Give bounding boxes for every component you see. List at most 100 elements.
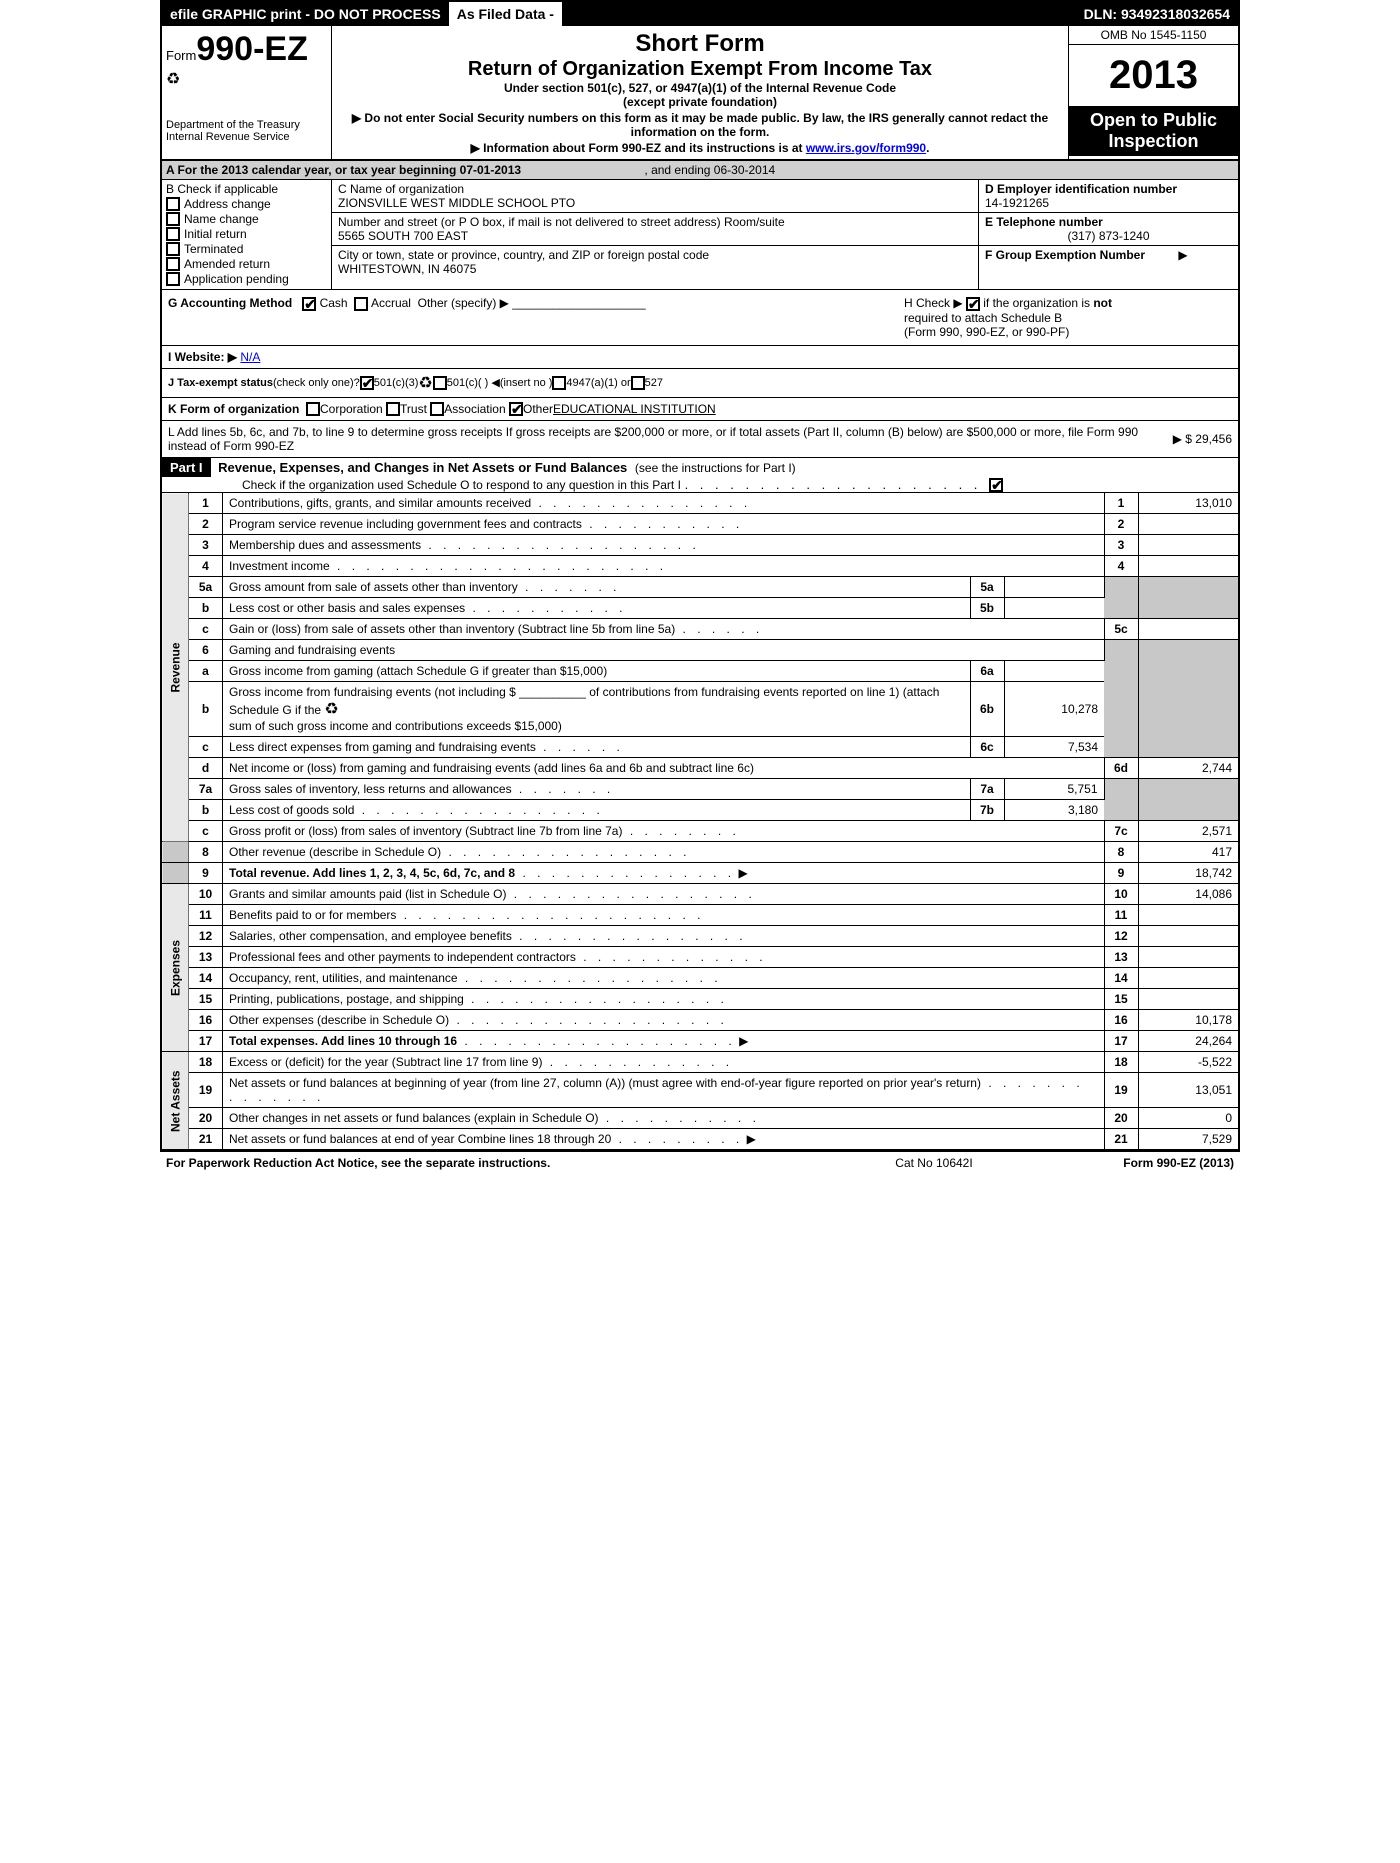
value-gross-receipts: $ 29,456 — [1185, 432, 1232, 446]
section-bcdef: B Check if applicable Address change Nam… — [162, 180, 1238, 290]
table-row: cGross profit or (loss) from sales of in… — [162, 821, 1238, 842]
value-line-6b: 10,278 — [1004, 682, 1104, 737]
checkbox-501c3[interactable] — [360, 376, 374, 390]
checkbox-501c[interactable] — [433, 376, 447, 390]
checkbox-amended[interactable] — [166, 257, 180, 271]
col-def: D Employer identification number 14-1921… — [978, 180, 1238, 289]
value-org-name: ZIONSVILLE WEST MIDDLE SCHOOL PTO — [338, 196, 972, 210]
value-line-7a: 5,751 — [1004, 779, 1104, 800]
checkbox-corporation[interactable] — [306, 402, 320, 416]
table-row: cGain or (loss) from sale of assets othe… — [162, 619, 1238, 640]
checkbox-4947a1[interactable] — [552, 376, 566, 390]
table-row: 16Other expenses (describe in Schedule O… — [162, 1010, 1238, 1031]
checkbox-other-org[interactable] — [509, 402, 523, 416]
part-1-header: Part I Revenue, Expenses, and Changes in… — [162, 458, 1238, 494]
table-row: 14Occupancy, rent, utilities, and mainte… — [162, 968, 1238, 989]
label-street: Number and street (or P O box, if mail i… — [338, 215, 972, 229]
table-row: 15Printing, publications, postage, and s… — [162, 989, 1238, 1010]
checkbox-name-change[interactable] — [166, 212, 180, 226]
line-h-schedule-b: H Check ▶ if the organization is not req… — [898, 290, 1238, 345]
arrow-icon: ▶ — [1173, 432, 1182, 446]
checkbox-schedule-o[interactable] — [989, 478, 1003, 492]
value-line-18: -5,522 — [1138, 1052, 1238, 1073]
value-line-21: 7,529 — [1138, 1129, 1238, 1150]
footer-paperwork: For Paperwork Reduction Act Notice, see … — [166, 1156, 834, 1170]
value-line-6c: 7,534 — [1004, 737, 1104, 758]
part-1-table: Revenue 1Contributions, gifts, grants, a… — [162, 493, 1238, 1150]
topbar-efile: efile GRAPHIC print - DO NOT PROCESS — [162, 2, 449, 26]
part-1-check-note: Check if the organization used Schedule … — [162, 478, 681, 492]
tax-year: 2013 — [1069, 45, 1238, 106]
line-j-tax-exempt: J Tax-exempt status(check only one)? 501… — [162, 369, 1238, 398]
value-line-19: 13,051 — [1138, 1073, 1238, 1108]
part-1-title: Revenue, Expenses, and Changes in Net As… — [214, 458, 631, 477]
value-line-5c — [1138, 619, 1238, 640]
table-row: 13Professional fees and other payments t… — [162, 947, 1238, 968]
subtitle-section: Under section 501(c), 527, or 4947(a)(1)… — [340, 81, 1060, 95]
header-left: Form990-EZ ♻ Department of the Treasury … — [162, 26, 332, 159]
form-prefix: Form — [166, 48, 196, 63]
footer-cat-no: Cat No 10642I — [834, 1156, 1034, 1170]
dept-irs: Internal Revenue Service — [166, 131, 327, 143]
line-g-h: G Accounting Method Cash Accrual Other (… — [162, 290, 1238, 346]
table-row: aGross income from gaming (attach Schedu… — [162, 661, 1238, 682]
checkbox-cash[interactable] — [302, 297, 316, 311]
table-row: 12Salaries, other compensation, and empl… — [162, 926, 1238, 947]
table-row: bGross income from fundraising events (n… — [162, 682, 1238, 737]
value-line-7b: 3,180 — [1004, 800, 1104, 821]
value-line-6d: 2,744 — [1138, 758, 1238, 779]
footer: For Paperwork Reduction Act Notice, see … — [160, 1152, 1240, 1174]
checkbox-initial-return[interactable] — [166, 227, 180, 241]
table-row: 4Investment income . . . . . . . . . . .… — [162, 556, 1238, 577]
recycle-icon: ♻ — [418, 373, 432, 393]
table-row: 6Gaming and fundraising events — [162, 640, 1238, 661]
value-line-9: 18,742 — [1138, 863, 1238, 884]
link-irs-form990[interactable]: www.irs.gov/form990 — [806, 141, 926, 155]
header-center: Short Form Return of Organization Exempt… — [332, 26, 1068, 159]
link-website[interactable]: N/A — [240, 350, 260, 364]
value-line-2 — [1138, 514, 1238, 535]
table-row: 9Total revenue. Add lines 1, 2, 3, 4, 5c… — [162, 863, 1238, 884]
checkbox-527[interactable] — [631, 376, 645, 390]
value-line-6a — [1004, 661, 1104, 682]
value-line-13 — [1138, 947, 1238, 968]
part-1-label: Part I — [162, 458, 211, 477]
side-label-revenue: Revenue — [162, 493, 189, 842]
checkbox-accrual[interactable] — [354, 297, 368, 311]
checkbox-address-change[interactable] — [166, 197, 180, 211]
value-line-20: 0 — [1138, 1108, 1238, 1129]
table-row: 7aGross sales of inventory, less returns… — [162, 779, 1238, 800]
table-row: bLess cost of goods sold . . . . . . . .… — [162, 800, 1238, 821]
table-row: 8Other revenue (describe in Schedule O) … — [162, 842, 1238, 863]
checkbox-association[interactable] — [430, 402, 444, 416]
table-row: 11Benefits paid to or for members . . . … — [162, 905, 1238, 926]
header: Form990-EZ ♻ Department of the Treasury … — [162, 26, 1238, 161]
value-telephone: (317) 873-1240 — [985, 229, 1232, 243]
value-line-4 — [1138, 556, 1238, 577]
value-city: WHITESTOWN, IN 46075 — [338, 262, 972, 276]
label-group-exemption: F Group Exemption Number — [985, 248, 1145, 262]
table-row: 20Other changes in net assets or fund ba… — [162, 1108, 1238, 1129]
table-row: 2Program service revenue including gover… — [162, 514, 1238, 535]
checkbox-trust[interactable] — [386, 402, 400, 416]
col-b-title: B Check if applicable — [166, 182, 327, 196]
footer-form-ref: Form 990-EZ (2013) — [1034, 1156, 1234, 1170]
checkbox-application-pending[interactable] — [166, 272, 180, 286]
topbar: efile GRAPHIC print - DO NOT PROCESS As … — [162, 2, 1238, 26]
value-line-16: 10,178 — [1138, 1010, 1238, 1031]
checkbox-terminated[interactable] — [166, 242, 180, 256]
value-other-org: EDUCATIONAL INSTITUTION — [553, 402, 716, 416]
row-a-tax-year: A For the 2013 calendar year, or tax yea… — [162, 161, 1238, 180]
value-line-3 — [1138, 535, 1238, 556]
value-line-1: 13,010 — [1138, 493, 1238, 514]
value-line-17: 24,264 — [1138, 1031, 1238, 1052]
value-line-5b — [1004, 598, 1104, 619]
arrow-icon: ▶ — [1178, 248, 1187, 262]
value-line-7c: 2,571 — [1138, 821, 1238, 842]
recycle-icon: ♻ — [166, 71, 180, 88]
side-label-expenses: Expenses — [162, 884, 189, 1052]
table-row: Revenue 1Contributions, gifts, grants, a… — [162, 493, 1238, 514]
line-i-website: I Website: ▶ N/A — [162, 346, 1238, 369]
checkbox-schedule-b[interactable] — [966, 297, 980, 311]
value-ein: 14-1921265 — [985, 196, 1232, 210]
